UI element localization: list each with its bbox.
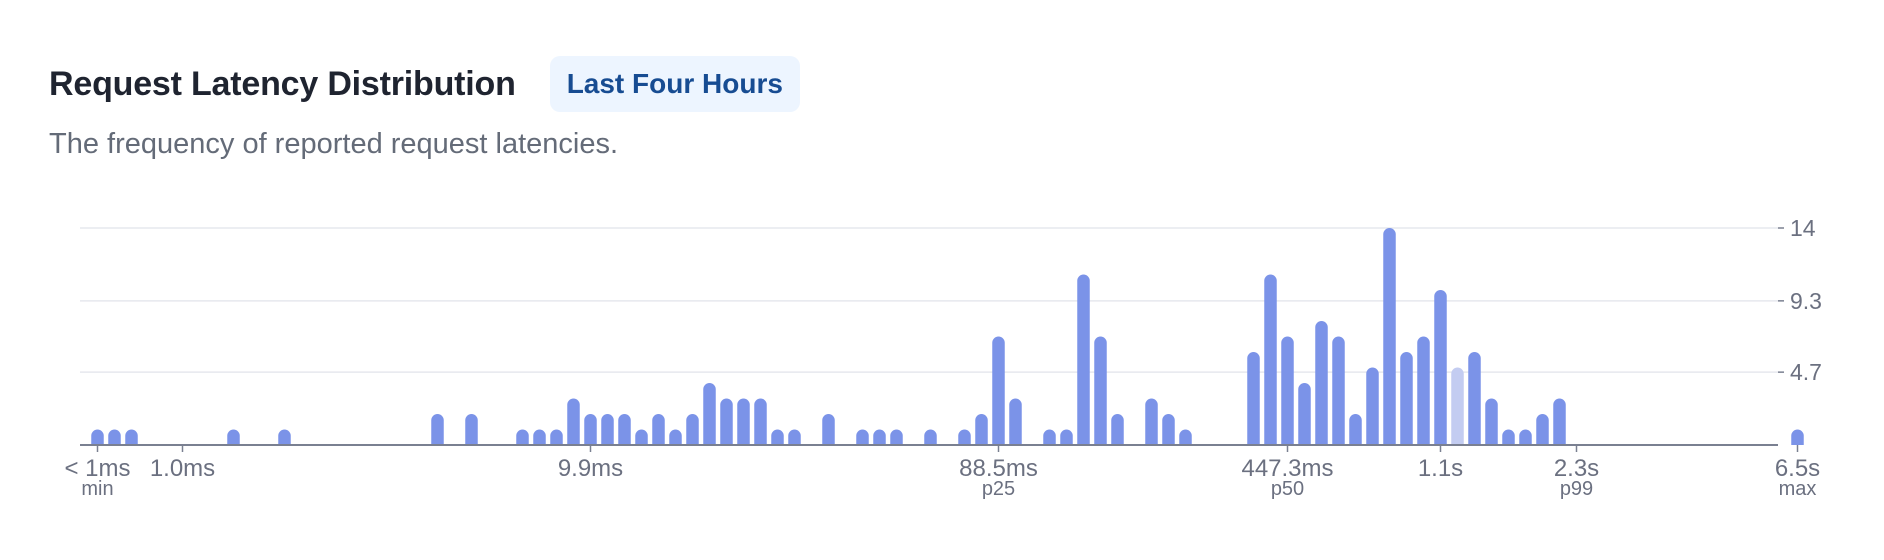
histogram-bar [550,429,563,445]
chart-subtitle: The frequency of reported request latenc… [49,128,619,160]
histogram-bar [1162,414,1175,445]
histogram-bar [618,414,631,445]
histogram-bar [1332,336,1345,445]
x-tick-label: 1.1s [1418,455,1463,482]
histogram-bar [856,429,869,445]
histogram-bar [567,398,580,445]
histogram-bar [958,429,971,445]
card-header: Request Latency Distribution Last Four H… [49,56,800,112]
x-tick-sublabel: p25 [982,478,1015,500]
histogram-bar [1519,429,1532,445]
histogram-bar [1383,228,1396,445]
histogram-bar [635,429,648,445]
histogram-bar [125,429,138,445]
y-tick-label: 14 [1790,215,1816,241]
histogram-bar [652,414,665,445]
histogram-bar [822,414,835,445]
histogram-bar [975,414,988,445]
histogram-bar [771,429,784,445]
histogram-bar [890,429,903,445]
x-tick-label: 88.5ms [959,455,1038,482]
histogram-bar [431,414,444,445]
histogram-bar [1349,414,1362,445]
histogram-bar [873,429,886,445]
histogram-bar [1060,429,1073,445]
histogram-bar [1536,414,1549,445]
histogram-bar [1315,321,1328,445]
x-tick-label: 1.0ms [150,455,215,482]
histogram-bar [91,429,104,445]
x-tick-sublabel: min [81,478,113,500]
histogram-bar [584,414,597,445]
x-tick-label: 6.5s [1775,455,1820,482]
histogram-bar [1553,398,1566,445]
histogram-bar [465,414,478,445]
time-range-badge[interactable]: Last Four Hours [549,56,800,112]
histogram-bar [1400,352,1413,445]
histogram-bar [1434,290,1447,445]
histogram-bar [516,429,529,445]
histogram-bar [1485,398,1498,445]
histogram-bar [754,398,767,445]
x-tick-label: 9.9ms [558,455,623,482]
histogram-bar [1179,429,1192,445]
histogram-bar [227,429,240,445]
histogram-bar [1247,352,1260,445]
histogram-bar [1366,367,1379,445]
histogram-bar [703,383,716,445]
histogram-bar [720,398,733,445]
histogram-bar [686,414,699,445]
histogram-bar [1043,429,1056,445]
histogram-bar [1094,336,1107,445]
histogram-bar [1145,398,1158,445]
histogram-bar [992,336,1005,445]
x-tick-sublabel: max [1779,478,1817,500]
histogram-bar [1264,274,1277,445]
x-tick-sublabel: p50 [1271,478,1304,500]
histogram-bar [737,398,750,445]
histogram-bar [108,429,121,445]
histogram-bar [1451,367,1464,445]
histogram-bar [669,429,682,445]
histogram-bar [1417,336,1430,445]
x-tick-label: 447.3ms [1241,455,1333,482]
x-tick-label: 2.3s [1554,455,1599,482]
histogram-bar [924,429,937,445]
histogram-bar [1468,352,1481,445]
histogram-bar [1298,383,1311,445]
histogram-bar [788,429,801,445]
histogram-bar [278,429,291,445]
histogram-bar [1791,429,1804,445]
x-tick-label: < 1ms [64,455,130,482]
y-tick-label: 9.3 [1790,288,1822,314]
y-tick-label: 4.7 [1790,359,1822,385]
x-tick-sublabel: p99 [1560,478,1593,500]
chart-title: Request Latency Distribution [49,64,516,103]
histogram-bar [1111,414,1124,445]
histogram-bar [601,414,614,445]
histogram-bar [1009,398,1022,445]
histogram-bar [1077,274,1090,445]
histogram-bar [533,429,546,445]
histogram-bar [1281,336,1294,445]
histogram-bar [1502,429,1515,445]
